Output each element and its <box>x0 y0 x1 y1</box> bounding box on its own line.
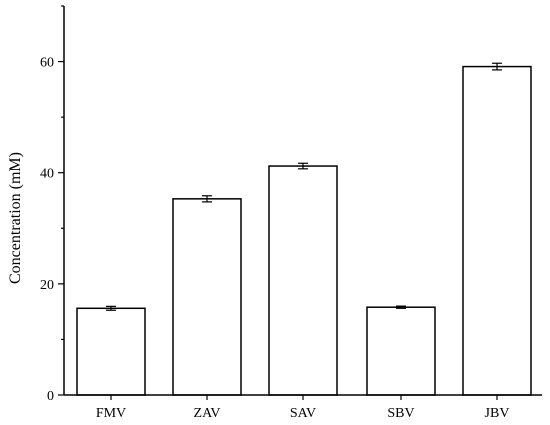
x-tick-label-sav: SAV <box>290 406 316 421</box>
bar-fmv <box>76 307 146 396</box>
bar-jbv <box>462 65 532 396</box>
x-tick-label-sbv: SBV <box>387 406 414 421</box>
x-tick-label-fmv: FMV <box>96 406 126 421</box>
y-tick-label-40: 40 <box>40 167 54 182</box>
bar-sbv <box>366 306 436 396</box>
x-tick-label-jbv: JBV <box>485 406 510 421</box>
y-tick-label-60: 60 <box>40 56 54 71</box>
plot-area: FMV ZAV SAV SBV JBV 0 20 40 60 <box>40 5 542 421</box>
bar-sav <box>268 165 338 396</box>
x-tick-label-zav: ZAV <box>194 406 221 421</box>
bar-zav <box>172 198 242 396</box>
y-tick-label-20: 20 <box>40 278 54 293</box>
y-axis-title: Concentration (mM) <box>7 152 24 284</box>
y-tick-label-0: 0 <box>47 389 54 404</box>
